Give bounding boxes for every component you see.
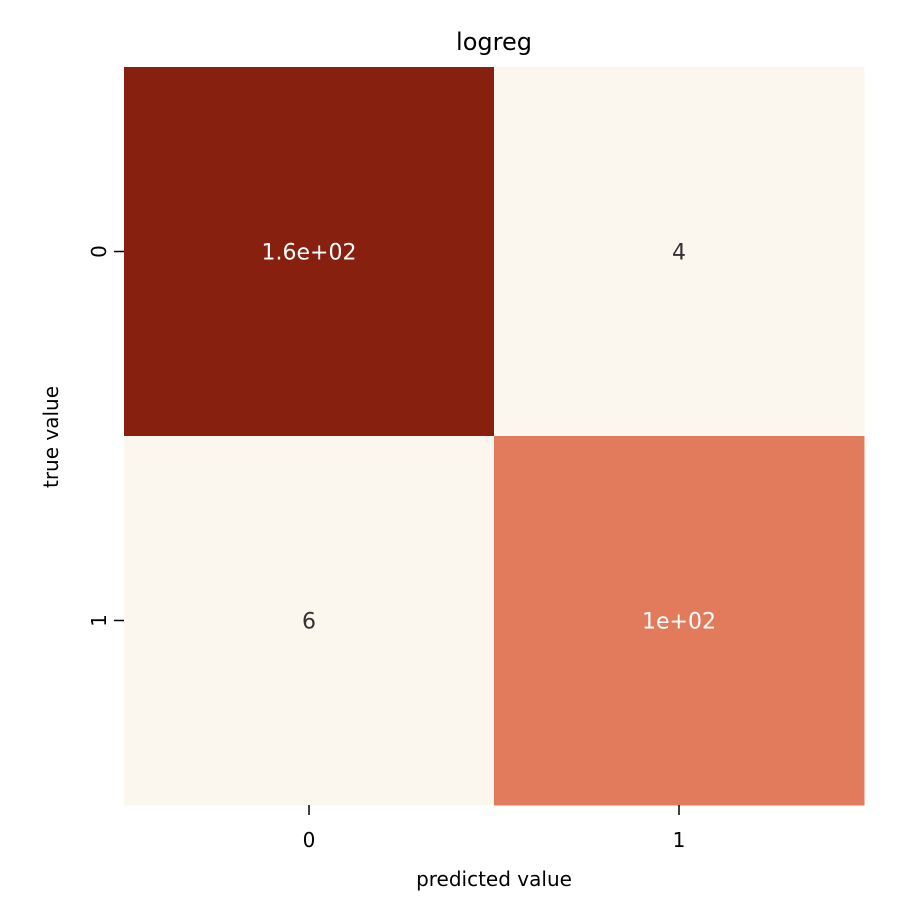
- cell-annotation-1-1: 1e+02: [642, 610, 716, 635]
- x-tick-label: 0: [303, 828, 316, 852]
- heatmap-cell-0-1: [494, 67, 865, 437]
- x-axis-label: predicted value: [416, 867, 572, 891]
- y-axis-label: true value: [39, 386, 63, 488]
- cell-annotation-0-0: 1.6e+02: [262, 241, 357, 266]
- chart-title: logreg: [456, 28, 532, 56]
- heatmap-cell-1-1: [494, 436, 865, 806]
- y-tick-label: 0: [87, 245, 111, 258]
- cell-annotation-1-0: 6: [302, 610, 316, 635]
- cell-annotations: 1.6e+02 4 6 1e+02: [262, 241, 716, 635]
- heatmap-cell-1-0: [124, 436, 495, 806]
- heatmap-cells: [124, 67, 865, 806]
- x-tick-label: 1: [673, 828, 686, 852]
- heatmap-cell-0-0: [124, 67, 495, 437]
- y-axis-ticks: 01: [87, 245, 124, 627]
- y-tick-label: 1: [87, 614, 111, 627]
- cell-annotation-0-1: 4: [672, 241, 686, 266]
